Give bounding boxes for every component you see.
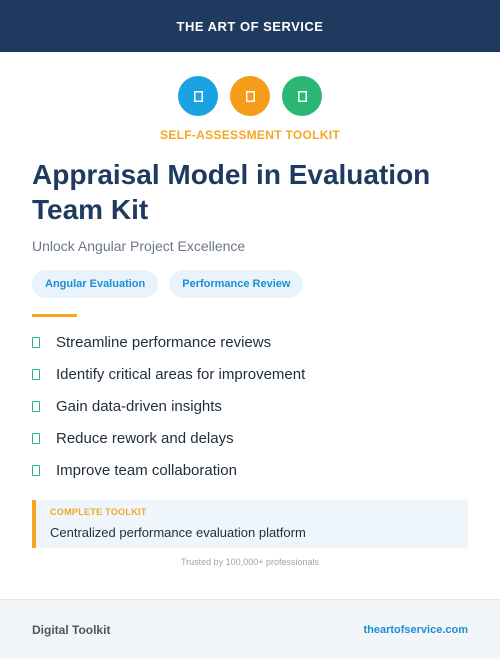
checkbox-icon (32, 400, 40, 412)
benefit-item: Gain data-driven insights (32, 396, 305, 416)
callout-label: COMPLETE TOOLKIT (50, 507, 147, 517)
benefit-item: Streamline performance reviews (32, 332, 305, 352)
tag-performance-review: Performance Review (169, 270, 304, 298)
benefit-text: Improve team collaboration (56, 461, 237, 479)
trust-line: Trusted by 100,000+ professionals (180, 557, 319, 567)
document-icon (178, 76, 218, 116)
document-icon (230, 76, 270, 116)
toolkit-callout: COMPLETE TOOLKIT Centralized performance… (32, 500, 468, 548)
top-banner: THE ART OF SERVICE (0, 0, 500, 52)
footer-label: Digital Toolkit (32, 622, 111, 637)
checkbox-icon (32, 368, 40, 380)
checkbox-icon (32, 432, 40, 444)
subtitle: Unlock Angular Project Excellence (32, 238, 246, 254)
benefit-text: Gain data-driven insights (56, 397, 222, 415)
benefit-text: Identify critical areas for improvement (56, 365, 306, 383)
document-icon (282, 76, 322, 116)
page-title: Appraisal Model in Evaluation Team Kit (32, 159, 431, 225)
tag-angular-evaluation: Angular Evaluation (32, 270, 159, 298)
tag-list: Angular Evaluation Performance Review (32, 270, 304, 298)
checkbox-icon (32, 336, 40, 348)
website-link[interactable]: theartofservice.com (363, 623, 468, 636)
benefit-text: Streamline performance reviews (56, 333, 272, 351)
benefit-item: Identify critical areas for improvement (32, 364, 305, 384)
benefit-item: Reduce rework and delays (32, 428, 305, 448)
benefit-text: Reduce rework and delays (56, 429, 234, 447)
checkbox-icon (32, 464, 40, 476)
callout-text: Centralized performance evaluation platf… (50, 525, 306, 540)
brand-name: THE ART OF SERVICE (176, 18, 324, 34)
accent-divider (32, 314, 77, 317)
benefit-item: Improve team collaboration (32, 460, 305, 480)
icon-row (0, 76, 500, 116)
footer: Digital Toolkit theartofservice.com (0, 599, 500, 659)
benefit-list: Streamline performance reviews Identify … (32, 332, 305, 492)
eyebrow-label: SELF-ASSESSMENT TOOLKIT (159, 128, 341, 142)
